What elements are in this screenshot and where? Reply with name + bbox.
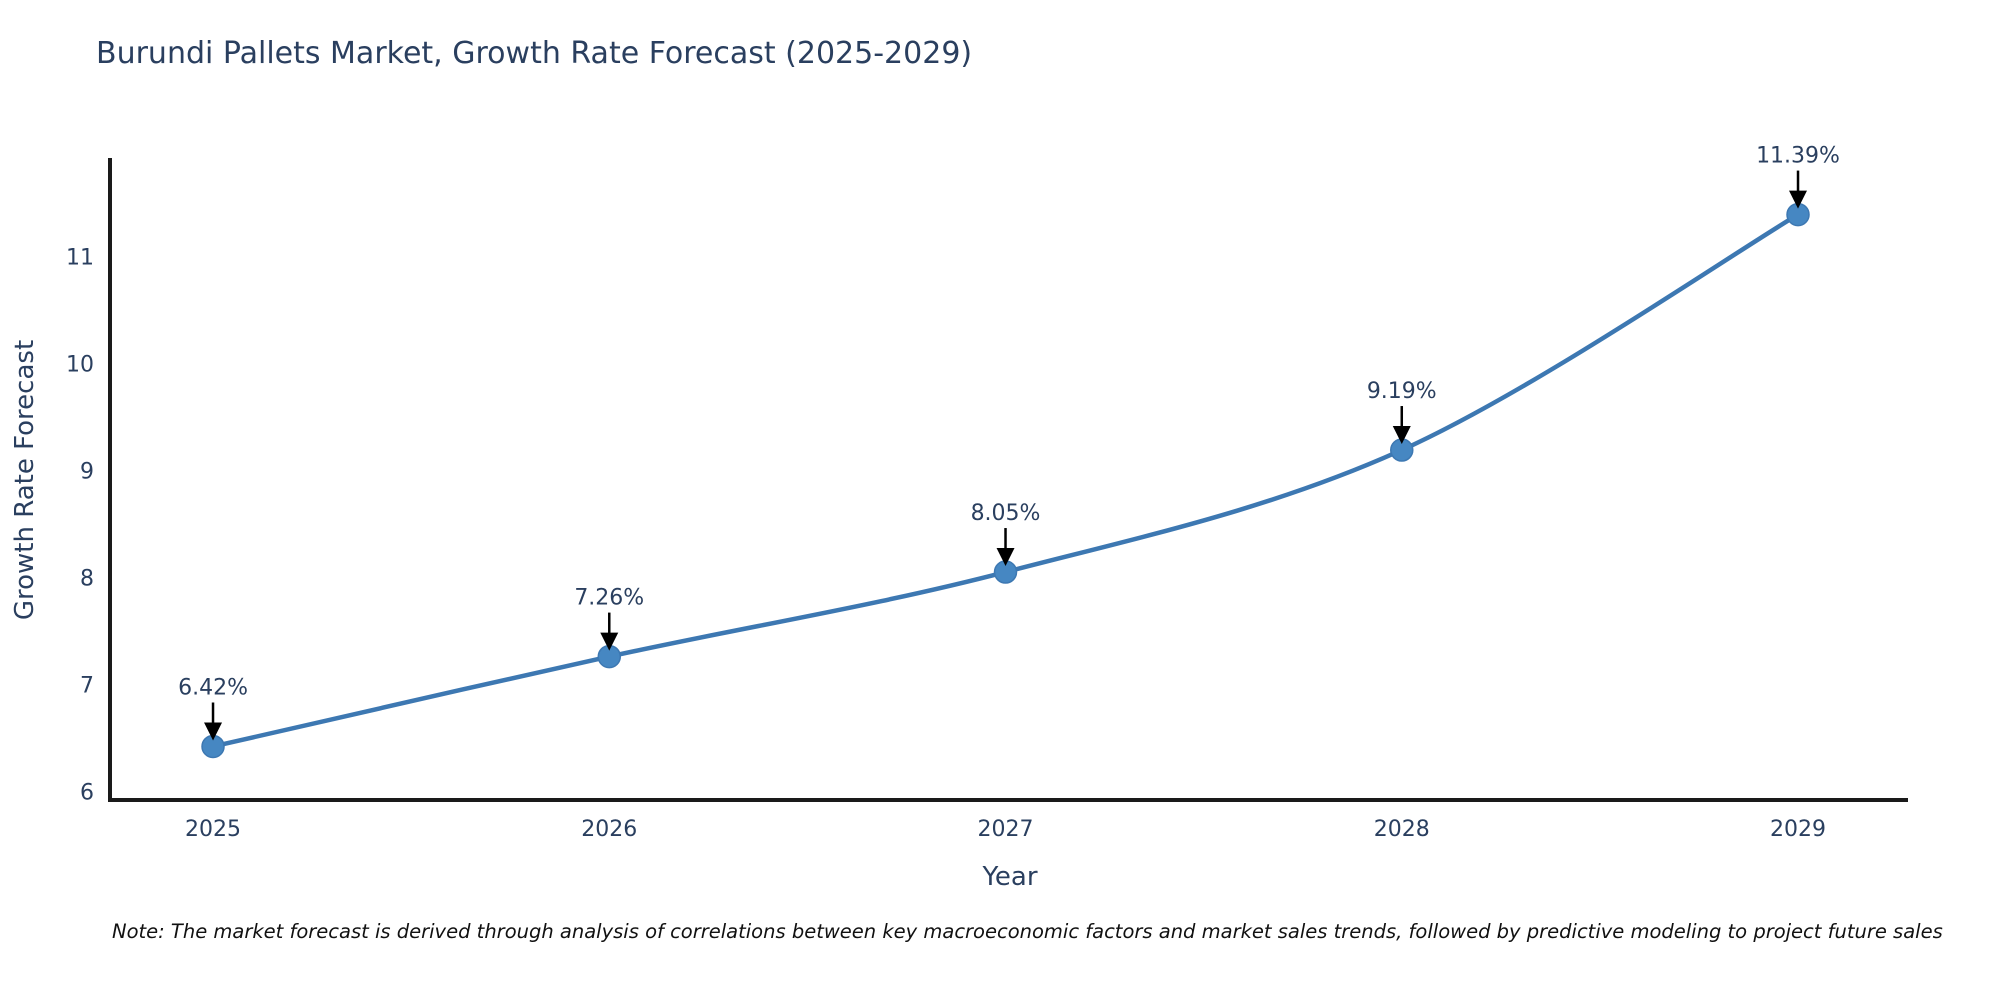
- annotation-arrowhead: [1789, 190, 1808, 209]
- x-tick-label: 2027: [978, 817, 1034, 842]
- y-tick-label: 6: [80, 780, 94, 805]
- point-annotation: 7.26%: [574, 586, 644, 651]
- series-line: [210, 212, 1801, 749]
- annotation-arrowhead: [204, 722, 223, 741]
- annotation-label: 7.26%: [574, 586, 644, 611]
- annotation-arrowhead: [1392, 426, 1411, 445]
- x-axis-label: Year: [982, 862, 1038, 892]
- x-tick-label: 2028: [1374, 817, 1430, 842]
- point-annotation: 6.42%: [178, 675, 248, 741]
- y-axis-label: Growth Rate Forecast: [10, 339, 40, 621]
- footnote: Note: The market forecast is derived thr…: [112, 920, 1943, 943]
- annotation-label: 6.42%: [178, 675, 248, 700]
- x-tick-label: 2025: [185, 817, 241, 842]
- point-annotation: 11.39%: [1756, 144, 1840, 209]
- x-tick-label: 2029: [1770, 817, 1826, 842]
- annotation-label: 9.19%: [1367, 379, 1437, 404]
- x-tick-label: 2026: [581, 817, 637, 842]
- point-annotation: 9.19%: [1367, 379, 1437, 445]
- annotation-label: 11.39%: [1756, 144, 1840, 169]
- y-tick-label: 9: [80, 459, 94, 484]
- chart-title: Burundi Pallets Market, Growth Rate Fore…: [96, 36, 973, 71]
- annotation-arrowhead: [600, 632, 619, 651]
- y-tick-label: 7: [80, 673, 94, 698]
- annotation-arrowhead: [996, 548, 1015, 567]
- annotation-label: 8.05%: [971, 501, 1041, 526]
- y-tick-label: 11: [66, 245, 94, 270]
- y-tick-label: 8: [80, 566, 94, 591]
- point-annotation: 8.05%: [971, 501, 1041, 567]
- y-tick-label: 10: [66, 352, 94, 377]
